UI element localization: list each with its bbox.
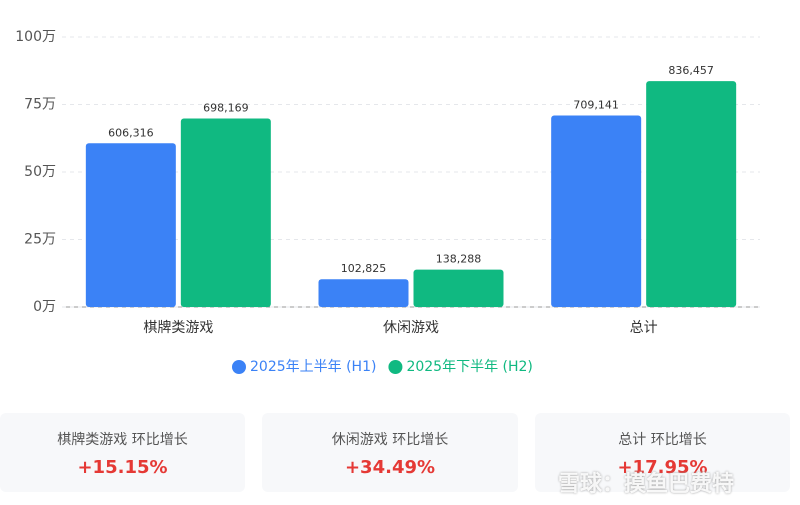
- bar: [413, 269, 504, 307]
- card-label: 休闲游戏 环比增长: [331, 432, 449, 448]
- y-tick-label: 75万: [24, 97, 56, 113]
- data-label: 709,141: [573, 99, 619, 112]
- card-value: +17.95%: [617, 457, 708, 478]
- card-label: 棋牌类游戏 环比增长: [57, 432, 188, 448]
- bar: [180, 118, 271, 307]
- x-tick-label: 棋牌类游戏: [143, 319, 213, 336]
- card-value: +34.49%: [344, 457, 436, 478]
- bar: [318, 279, 409, 307]
- legend-label: 2025年下半年 (H2): [406, 359, 532, 375]
- x-tick-label: 总计: [630, 320, 658, 336]
- y-tick-label: 100万: [15, 29, 56, 45]
- legend-swatch: [232, 360, 246, 374]
- card-value: +15.15%: [77, 457, 168, 478]
- bar: [646, 81, 737, 307]
- data-label: 138,288: [436, 253, 482, 266]
- card-label: 总计 环比增长: [618, 432, 707, 448]
- bar: [551, 115, 642, 308]
- legend-swatch: [388, 360, 403, 374]
- card: 总计 环比增长 +17.95%: [535, 413, 790, 492]
- bar: [85, 143, 176, 307]
- watermark: 雪球：摸鱼巴费特: [558, 472, 735, 497]
- data-label: 698,169: [203, 101, 249, 114]
- data-label: 836,457: [668, 64, 714, 77]
- data-label: 102,825: [341, 262, 387, 275]
- data-label: 606,316: [108, 126, 154, 139]
- y-tick-label: 50万: [24, 164, 56, 180]
- y-tick-label: 0万: [33, 299, 56, 315]
- legend-label: 2025年上半年 (H1): [250, 359, 376, 375]
- card: 棋牌类游戏 环比增长 +15.15%: [0, 413, 245, 492]
- y-tick-label: 25万: [24, 232, 56, 248]
- card: 休闲游戏 环比增长 +34.49%: [262, 413, 518, 492]
- x-tick-label: 休闲游戏: [383, 320, 439, 336]
